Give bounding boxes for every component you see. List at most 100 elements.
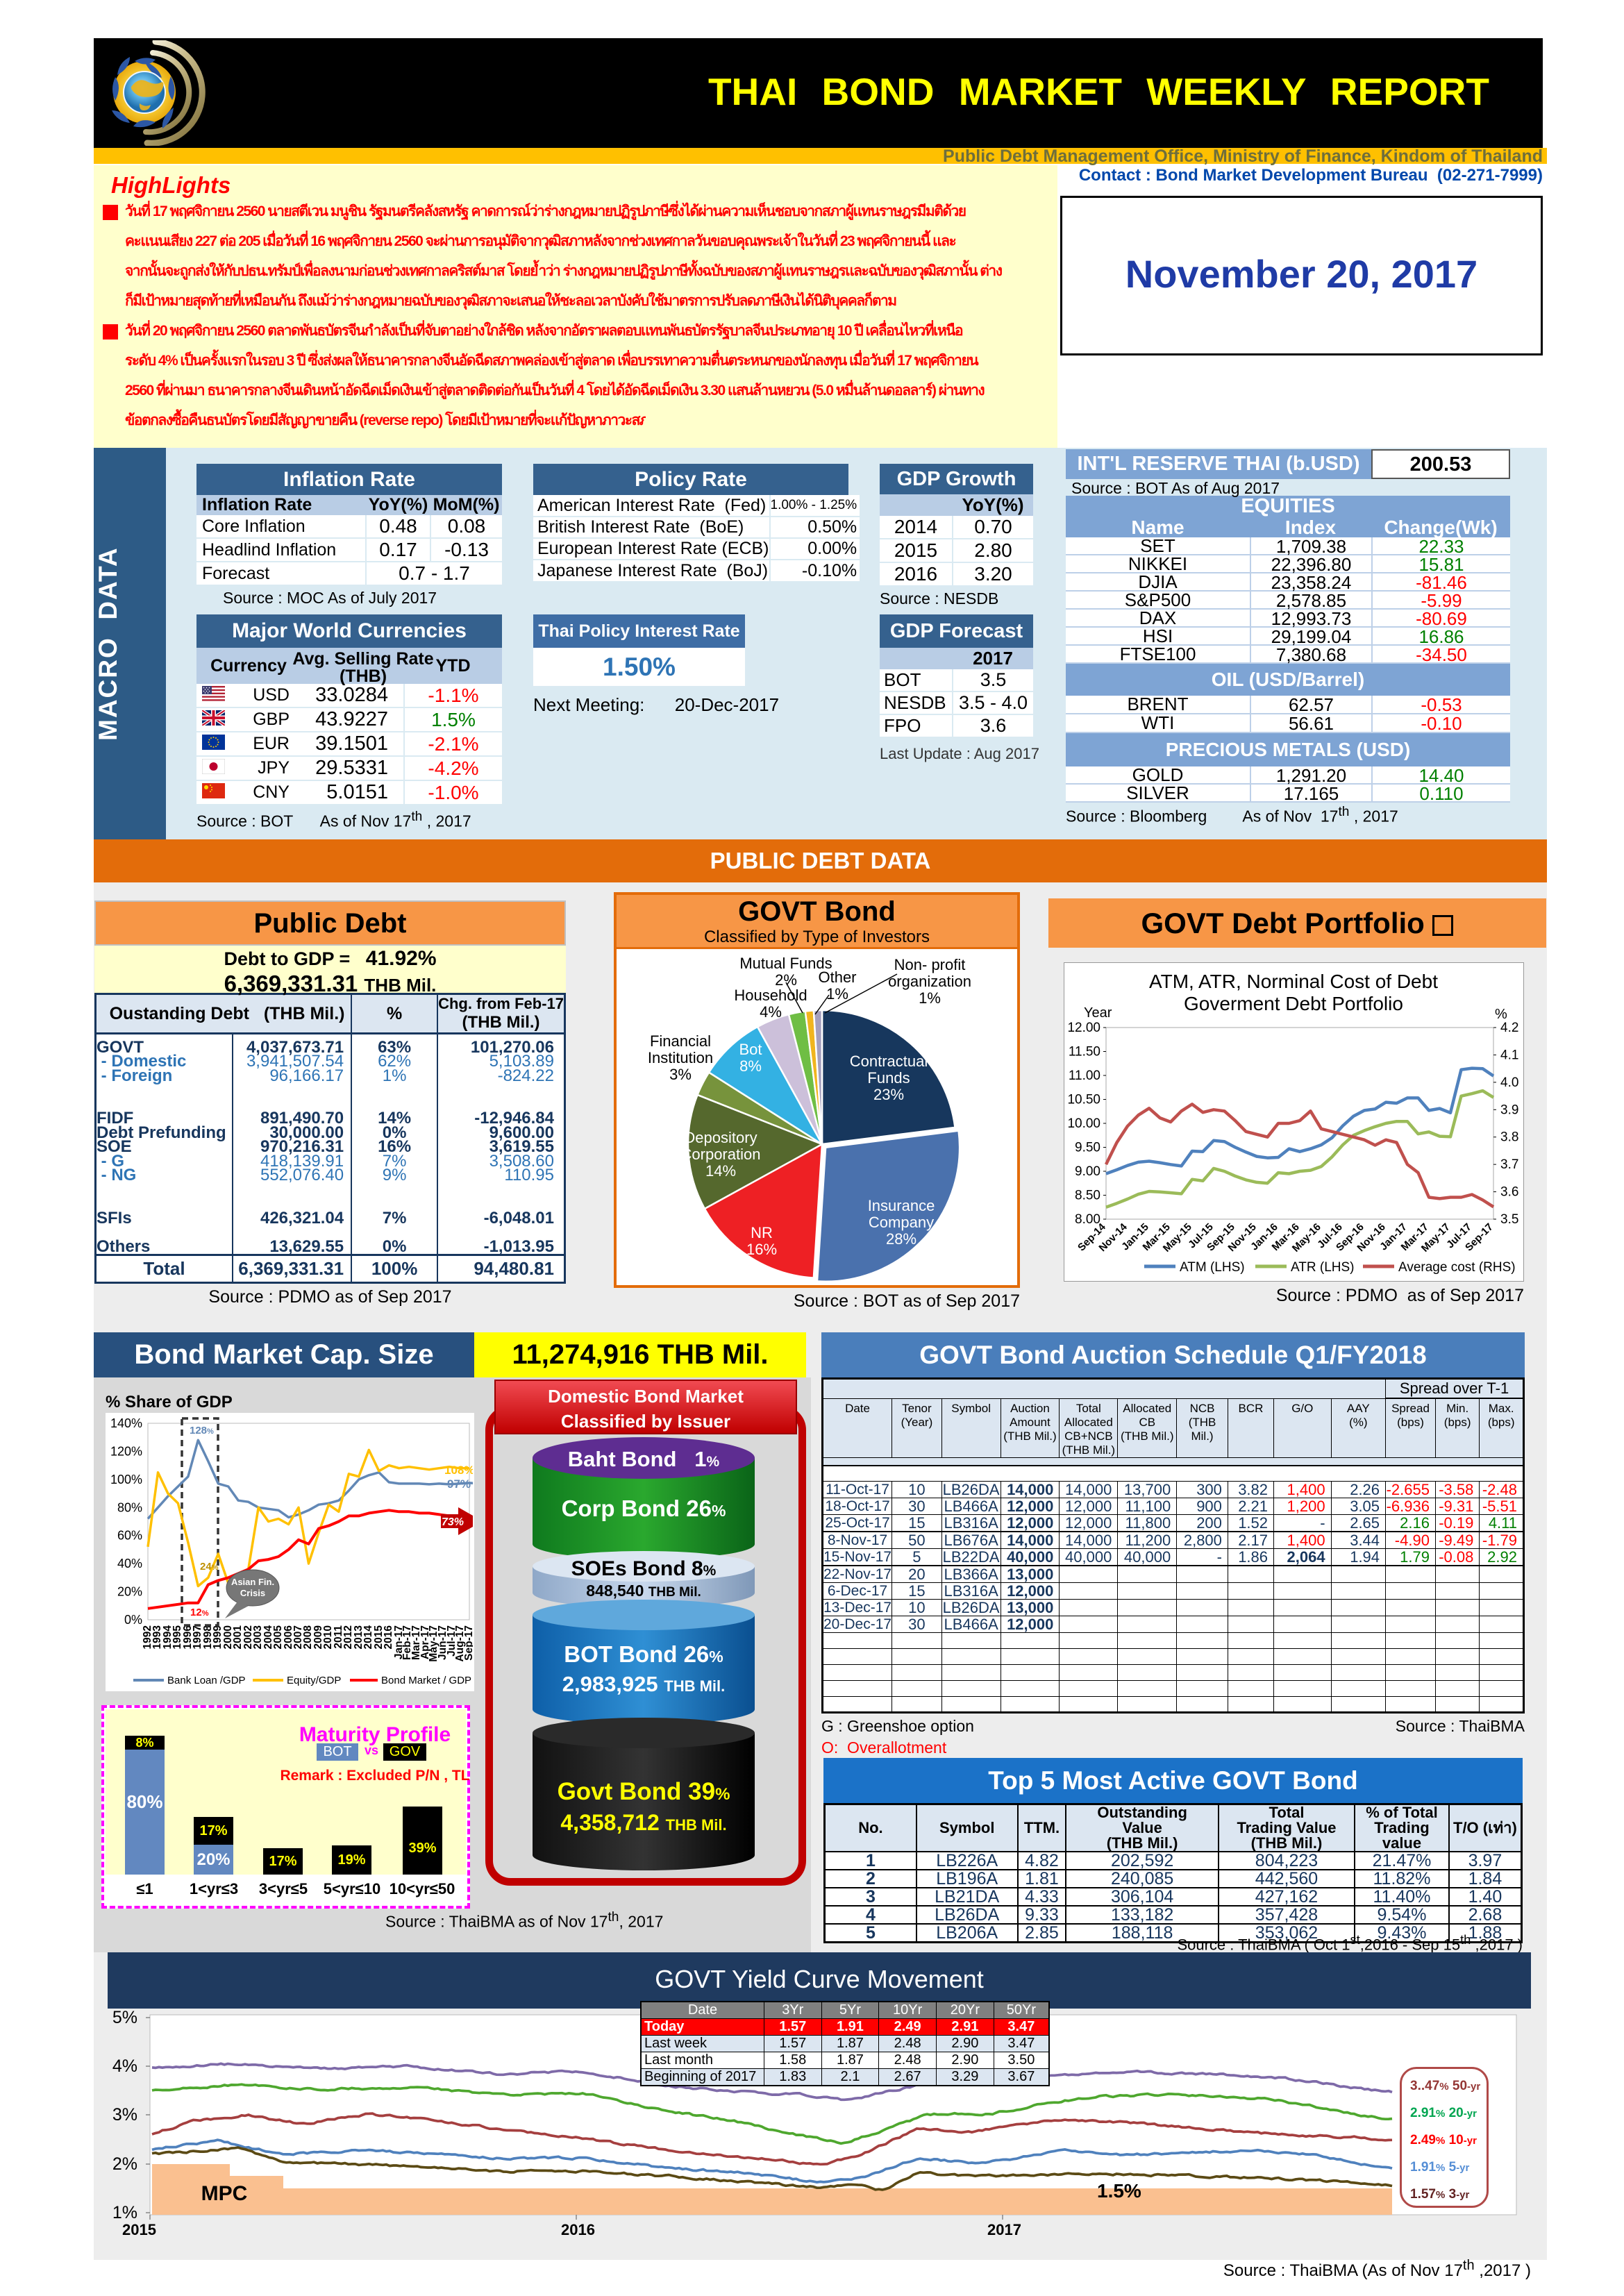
svg-text:8%: 8% [739,1057,762,1075]
svg-text:ATM (LHS): ATM (LHS) [1180,1260,1245,1275]
svg-text:4%: 4% [112,2056,137,2076]
svg-text:Non- profit: Non- profit [894,956,966,973]
svg-text:0%: 0% [124,1613,142,1627]
svg-text:2%: 2% [112,2154,137,2174]
svg-text:60%: 60% [117,1529,142,1543]
svg-text:40%: 40% [117,1557,142,1570]
svg-text:Insurance: Insurance [868,1197,935,1214]
svg-text:2009: 2009 [312,1625,324,1650]
svg-text:128%: 128% [190,1425,214,1436]
svg-text:4%: 4% [760,1003,782,1021]
svg-text:Company: Company [869,1214,934,1231]
svg-text:Aug-17: Aug-17 [454,1625,466,1662]
svg-text:2012: 2012 [342,1625,354,1649]
svg-text:Sep-17: Sep-17 [463,1625,473,1661]
svg-text:Depository: Depository [684,1129,757,1146]
svg-text:16%: 16% [746,1241,777,1258]
svg-text:1.5%: 1.5% [1097,2180,1141,2202]
svg-text:Jan-17: Jan-17 [393,1625,405,1659]
svg-text:Corporation: Corporation [681,1146,761,1163]
svg-text:Asian Fin.: Asian Fin. [231,1577,274,1587]
svg-text:Bot: Bot [739,1041,762,1058]
svg-text:2010: 2010 [322,1625,334,1649]
svg-text:2001: 2001 [232,1625,244,1650]
svg-text:ATR (LHS): ATR (LHS) [1291,1260,1354,1275]
svg-text:5%: 5% [112,2008,137,2027]
svg-text:Govt Bond 39%: Govt Bond 39% [558,1778,730,1805]
svg-text:Other: Other [818,969,856,986]
svg-text:14%: 14% [705,1162,736,1180]
svg-text:2013: 2013 [353,1625,365,1650]
svg-text:4.0: 4.0 [1500,1075,1518,1090]
svg-text:2%: 2% [775,971,797,989]
svg-text:Mar-17: Mar-17 [410,1625,422,1660]
svg-text:1995: 1995 [171,1625,183,1650]
svg-text:Jun-17: Jun-17 [437,1625,449,1660]
svg-text:1994: 1994 [162,1625,174,1650]
svg-text:Crisis: Crisis [240,1588,265,1598]
svg-text:MPC: MPC [201,2182,248,2205]
svg-text:1992: 1992 [142,1625,153,1649]
svg-text:1%: 1% [826,985,848,1003]
svg-text:4.1: 4.1 [1500,1048,1518,1062]
svg-text:3.9: 3.9 [1500,1103,1518,1117]
svg-text:11.00: 11.00 [1069,1069,1100,1083]
svg-text:108%: 108% [444,1464,473,1477]
svg-text:1999: 1999 [212,1625,224,1650]
svg-text:Baht Bond 1%: Baht Bond 1% [568,1447,720,1471]
svg-text:2000: 2000 [222,1625,234,1649]
svg-text:12.00: 12.00 [1067,1021,1100,1035]
svg-text:9.00: 9.00 [1075,1164,1100,1179]
svg-text:8.50: 8.50 [1075,1189,1100,1203]
svg-text:23%: 23% [873,1086,904,1103]
svg-text:Jul-17: Jul-17 [446,1625,458,1657]
svg-text:10.50: 10.50 [1067,1093,1100,1107]
svg-text:Mutual Funds: Mutual Funds [739,955,832,972]
svg-text:11.50: 11.50 [1069,1045,1100,1059]
svg-text:1998: 1998 [202,1625,214,1650]
svg-text:3.5: 3.5 [1500,1212,1518,1227]
svg-text:1996: 1996 [182,1625,194,1650]
svg-text:Goverment Debt Portfolio: Goverment Debt Portfolio [1184,993,1403,1014]
svg-text:848,540 THB Mil.: 848,540 THB Mil. [586,1582,701,1600]
svg-text:9.50: 9.50 [1075,1141,1100,1155]
svg-text:Institution: Institution [648,1049,713,1066]
svg-text:28%: 28% [886,1230,916,1248]
svg-text:2015: 2015 [373,1625,385,1650]
svg-text:NR: NR [751,1224,773,1241]
svg-text:Apr-17: Apr-17 [419,1625,431,1659]
svg-text:140%: 140% [110,1416,142,1430]
svg-text:Equity/GDP: Equity/GDP [287,1675,341,1686]
svg-text:24%: 24% [200,1561,219,1573]
svg-text:1%: 1% [112,2203,137,2222]
svg-text:2007: 2007 [292,1625,304,1649]
svg-text:May-17: May-17 [428,1625,440,1662]
svg-text:1%: 1% [919,989,941,1007]
svg-text:Feb-17: Feb-17 [401,1625,413,1660]
svg-text:Year: Year [1084,1005,1112,1021]
svg-text:1997: 1997 [192,1625,203,1649]
svg-text:2006: 2006 [283,1625,294,1650]
svg-text:2005: 2005 [272,1625,284,1650]
svg-text:73%: 73% [442,1516,464,1528]
svg-text:SOEs Bond 8%: SOEs Bond 8% [571,1557,717,1580]
svg-text:2008: 2008 [302,1625,314,1650]
svg-text:3.7: 3.7 [1500,1157,1518,1172]
svg-text:2002: 2002 [242,1625,254,1649]
svg-text:Bond Market / GDP: Bond Market / GDP [381,1675,471,1686]
svg-text:97%: 97% [447,1477,471,1491]
svg-text:2016: 2016 [383,1625,394,1650]
svg-text:10.00: 10.00 [1067,1116,1100,1131]
svg-text:2003: 2003 [252,1625,264,1650]
svg-text:Funds: Funds [867,1069,910,1087]
svg-text:Contractual: Contractual [850,1053,928,1070]
svg-text:Household: Household [734,987,807,1004]
svg-text:ATM, ATR, Norminal Cost of Deb: ATM, ATR, Norminal Cost of Debt [1149,971,1438,992]
svg-text:100%: 100% [110,1473,142,1486]
svg-text:2004: 2004 [262,1625,274,1650]
svg-text:12%: 12% [190,1607,209,1618]
svg-text:3.8: 3.8 [1500,1130,1518,1145]
svg-text:3.6: 3.6 [1500,1185,1518,1200]
svg-text:Corp Bond 26%: Corp Bond 26% [562,1495,726,1521]
svg-text:3%: 3% [112,2105,137,2125]
